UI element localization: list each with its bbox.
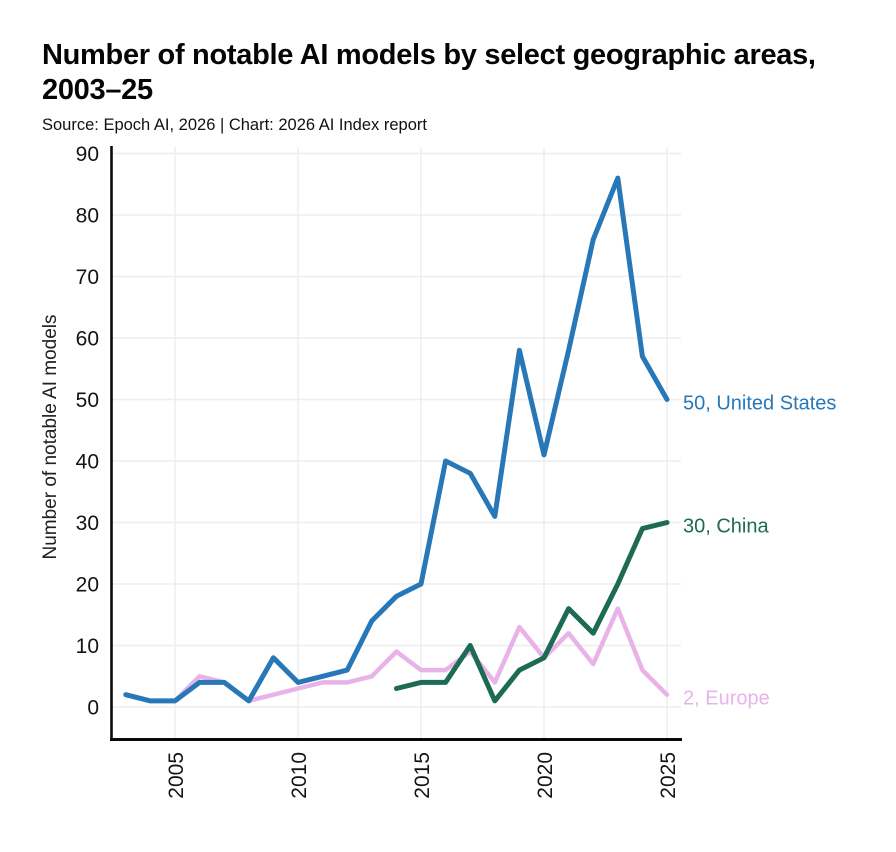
series-end-label-china: 30, China xyxy=(683,516,769,538)
x-tick-label: 2025 xyxy=(657,752,680,799)
series-line-europe xyxy=(172,606,670,704)
x-tick-label: 2020 xyxy=(534,752,557,799)
x-tick-label: 2015 xyxy=(411,752,434,799)
y-tick-label: 30 xyxy=(76,512,99,535)
y-tick-label: 50 xyxy=(76,389,99,412)
x-tick-label: 2005 xyxy=(165,752,188,799)
y-axis-title: Number of notable AI models xyxy=(40,314,61,559)
series-end-label-united-states: 50, United States xyxy=(683,393,836,415)
series-end-label-europe: 2, Europe xyxy=(683,688,770,710)
chart-title: Number of notable AI models by select ge… xyxy=(42,39,816,107)
y-tick-label: 0 xyxy=(87,697,99,720)
y-tick-label: 10 xyxy=(76,635,99,658)
x-tick-label: 2010 xyxy=(288,752,311,799)
y-tick-label: 20 xyxy=(76,574,99,597)
series-line-united-states xyxy=(123,175,670,704)
y-tick-label: 90 xyxy=(76,143,99,166)
chart-source-caption: Source: Epoch AI, 2026 | Chart: 2026 AI … xyxy=(42,116,427,134)
y-tick-label: 70 xyxy=(76,266,99,289)
series-line-china xyxy=(393,520,670,704)
y-tick-label: 60 xyxy=(76,328,99,351)
y-tick-label: 40 xyxy=(76,451,99,474)
y-tick-label: 80 xyxy=(76,205,99,228)
